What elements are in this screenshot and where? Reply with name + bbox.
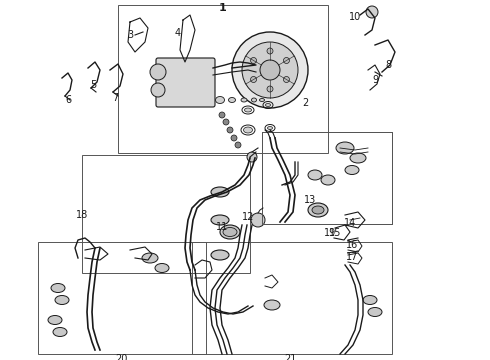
Ellipse shape	[245, 108, 251, 112]
Ellipse shape	[264, 300, 280, 310]
Text: 1: 1	[219, 3, 227, 13]
Text: 9: 9	[372, 75, 378, 85]
Text: 6: 6	[65, 95, 71, 105]
Circle shape	[267, 48, 273, 54]
Text: 17: 17	[346, 252, 358, 262]
Ellipse shape	[336, 142, 354, 154]
Text: 20: 20	[115, 354, 127, 360]
Circle shape	[219, 112, 225, 118]
Circle shape	[235, 142, 241, 148]
Circle shape	[251, 213, 265, 227]
Circle shape	[150, 64, 166, 80]
Circle shape	[231, 135, 237, 141]
Bar	[192, 242, 392, 354]
Ellipse shape	[266, 104, 270, 107]
Ellipse shape	[228, 98, 236, 103]
Circle shape	[283, 58, 290, 63]
Circle shape	[247, 152, 257, 162]
Ellipse shape	[321, 175, 335, 185]
Text: 18: 18	[76, 210, 88, 220]
Circle shape	[151, 83, 165, 97]
Ellipse shape	[55, 296, 69, 305]
Circle shape	[366, 6, 378, 18]
Circle shape	[283, 77, 290, 82]
Ellipse shape	[345, 166, 359, 175]
Bar	[82, 155, 250, 273]
Text: 5: 5	[90, 80, 96, 90]
Ellipse shape	[260, 99, 265, 102]
Ellipse shape	[53, 328, 67, 337]
Text: 10: 10	[349, 12, 361, 22]
FancyBboxPatch shape	[156, 58, 215, 107]
Ellipse shape	[363, 296, 377, 305]
Text: 21: 21	[284, 354, 296, 360]
Ellipse shape	[244, 127, 252, 133]
Ellipse shape	[368, 307, 382, 316]
Text: 11: 11	[216, 222, 228, 232]
Text: 14: 14	[344, 218, 356, 228]
Text: 12: 12	[242, 212, 254, 222]
Circle shape	[223, 119, 229, 125]
Ellipse shape	[223, 228, 237, 237]
Ellipse shape	[211, 187, 229, 197]
Text: 7: 7	[112, 93, 118, 103]
Text: 2: 2	[302, 98, 308, 108]
Ellipse shape	[251, 98, 256, 102]
Text: 13: 13	[304, 195, 316, 205]
Ellipse shape	[241, 98, 247, 102]
Circle shape	[260, 60, 280, 80]
Circle shape	[232, 32, 308, 108]
Text: 19: 19	[324, 228, 336, 238]
Text: 16: 16	[346, 240, 358, 250]
Ellipse shape	[211, 250, 229, 260]
Text: 15: 15	[329, 228, 341, 238]
Ellipse shape	[268, 126, 272, 130]
Circle shape	[227, 127, 233, 133]
Ellipse shape	[142, 253, 158, 263]
Text: 8: 8	[385, 60, 391, 70]
Ellipse shape	[350, 153, 366, 163]
Circle shape	[242, 42, 298, 98]
Ellipse shape	[220, 225, 240, 239]
Bar	[262, 132, 392, 224]
Ellipse shape	[216, 96, 224, 104]
Circle shape	[250, 58, 257, 63]
Ellipse shape	[48, 315, 62, 324]
Ellipse shape	[211, 215, 229, 225]
Circle shape	[250, 77, 257, 82]
Bar	[118, 5, 328, 153]
Text: 3: 3	[127, 30, 133, 40]
Ellipse shape	[51, 284, 65, 292]
Ellipse shape	[312, 206, 324, 214]
Text: 4: 4	[175, 28, 181, 38]
Ellipse shape	[308, 203, 328, 217]
Bar	[38, 242, 206, 354]
Circle shape	[267, 86, 273, 92]
Ellipse shape	[308, 170, 322, 180]
Ellipse shape	[155, 264, 169, 273]
